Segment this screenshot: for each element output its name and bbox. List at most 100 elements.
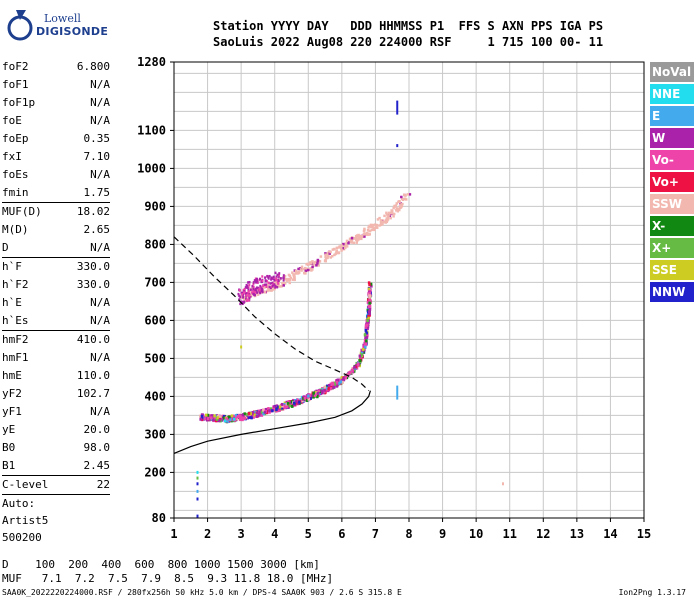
echo-point (316, 391, 320, 395)
param-row: hmF2 410.0 (2, 331, 110, 349)
param-row: foEs N/A (2, 166, 110, 184)
param-row: M(D) 2.65 (2, 221, 110, 239)
echo-point (241, 414, 245, 418)
echo-point (351, 369, 354, 373)
echo-point (243, 416, 247, 420)
param-value: 330.0 (76, 260, 110, 273)
echo-point (366, 333, 369, 337)
diffuse-echo-point (263, 283, 266, 287)
oblique-echo-point (309, 267, 312, 270)
diffuse-echo-point (256, 286, 259, 289)
oblique-echo-point (388, 214, 392, 218)
diffuse-echo-point (240, 300, 243, 304)
echo-point (236, 417, 239, 421)
echo-point (370, 284, 373, 288)
header-line1: Station YYYY DAY DDD HHMMSS P1 FFS S AXN… (213, 19, 604, 33)
oblique-echo-point (400, 205, 403, 208)
echo-point (253, 413, 257, 417)
echo-point (223, 419, 227, 423)
oblique-echo-point (280, 285, 283, 288)
param-separator (2, 202, 110, 203)
echo-point (215, 414, 219, 418)
diffuse-echo-point (239, 302, 242, 306)
oblique-echo-point (288, 278, 292, 282)
oblique-echo-point (342, 246, 345, 250)
oblique-echo-point (294, 269, 298, 273)
echo-point (209, 416, 213, 420)
diffuse-echo-point (282, 279, 285, 282)
oblique-echo-point (243, 296, 246, 299)
echo-point (312, 391, 315, 395)
param-name: yF2 (2, 387, 22, 400)
oblique-echo-point (297, 271, 301, 274)
echo-point (238, 414, 241, 418)
diffuse-echo-point (252, 281, 255, 284)
noise-point (196, 476, 199, 480)
echo-point (247, 411, 251, 415)
diffuse-echo-point (276, 280, 279, 283)
echo-point (201, 413, 204, 417)
oblique-echo-point (404, 198, 408, 201)
legend-item: Vo- (650, 150, 694, 170)
diffuse-echo-point (247, 290, 250, 293)
oblique-echo-point (324, 259, 328, 263)
diffuse-echo-point (258, 277, 261, 281)
legend-item: Vo+ (650, 172, 694, 192)
oblique-echo-point (357, 237, 360, 241)
oblique-echo-point (399, 206, 403, 209)
param-name: M(D) (2, 223, 29, 236)
echo-point (366, 319, 369, 323)
diffuse-echo-point (239, 295, 242, 299)
oblique-echo-point (384, 219, 388, 222)
y-tick-label: 500 (144, 351, 166, 365)
echo-point (215, 417, 219, 421)
distance-row: D 100 200 400 600 800 1000 1500 3000 [km… (2, 558, 320, 571)
legend-item: NoVal (650, 62, 694, 82)
echo-point (298, 400, 301, 404)
lowell-digisonde-logo: Lowell DIGISONDE (6, 6, 116, 46)
diffuse-echo-point (268, 285, 271, 289)
oblique-echo-point (300, 265, 304, 269)
param-name: foE (2, 114, 22, 127)
oblique-echo-point (247, 296, 251, 300)
echo-point (367, 287, 371, 291)
diffuse-echo-point (257, 286, 260, 290)
param-value: N/A (90, 241, 110, 254)
oblique-echo-point (256, 293, 260, 296)
diffuse-echo-point (242, 301, 245, 304)
echo-point (218, 418, 221, 422)
echo-point (278, 408, 281, 412)
x-tick-label: 2 (204, 527, 211, 541)
param-value: 2.45 (83, 459, 111, 472)
diffuse-echo-point (282, 284, 285, 287)
oblique-echo-point (376, 218, 380, 221)
x-tick-label: 4 (271, 527, 278, 541)
param-row: hmF1 N/A (2, 349, 110, 367)
diffuse-echo-point (247, 299, 250, 302)
param-separator (2, 330, 110, 331)
oblique-echo-point (334, 252, 337, 256)
oblique-echo-point (395, 202, 399, 205)
echo-point (355, 361, 358, 365)
echo-point (243, 412, 246, 416)
oblique-echo-point (343, 246, 347, 250)
echo-point (365, 335, 369, 339)
y-tick-label: 200 (144, 465, 166, 479)
oblique-echo-point (300, 269, 303, 272)
oblique-echo-point (276, 283, 279, 287)
echo-point (260, 413, 264, 417)
echo-point (199, 414, 202, 418)
x-tick-label: 12 (536, 527, 550, 541)
diffuse-echo-point (238, 298, 241, 301)
echo-point (368, 313, 371, 317)
diffuse-echo-point (253, 279, 256, 282)
param-note: Auto: (2, 497, 36, 510)
echo-point (280, 402, 284, 406)
echo-point (248, 415, 251, 419)
param-name: D (2, 241, 9, 254)
oblique-echo-point (288, 281, 292, 285)
oblique-echo-point (303, 271, 306, 275)
param-value: N/A (90, 114, 110, 127)
oblique-echo-point (296, 271, 299, 275)
echo-point (307, 394, 310, 398)
